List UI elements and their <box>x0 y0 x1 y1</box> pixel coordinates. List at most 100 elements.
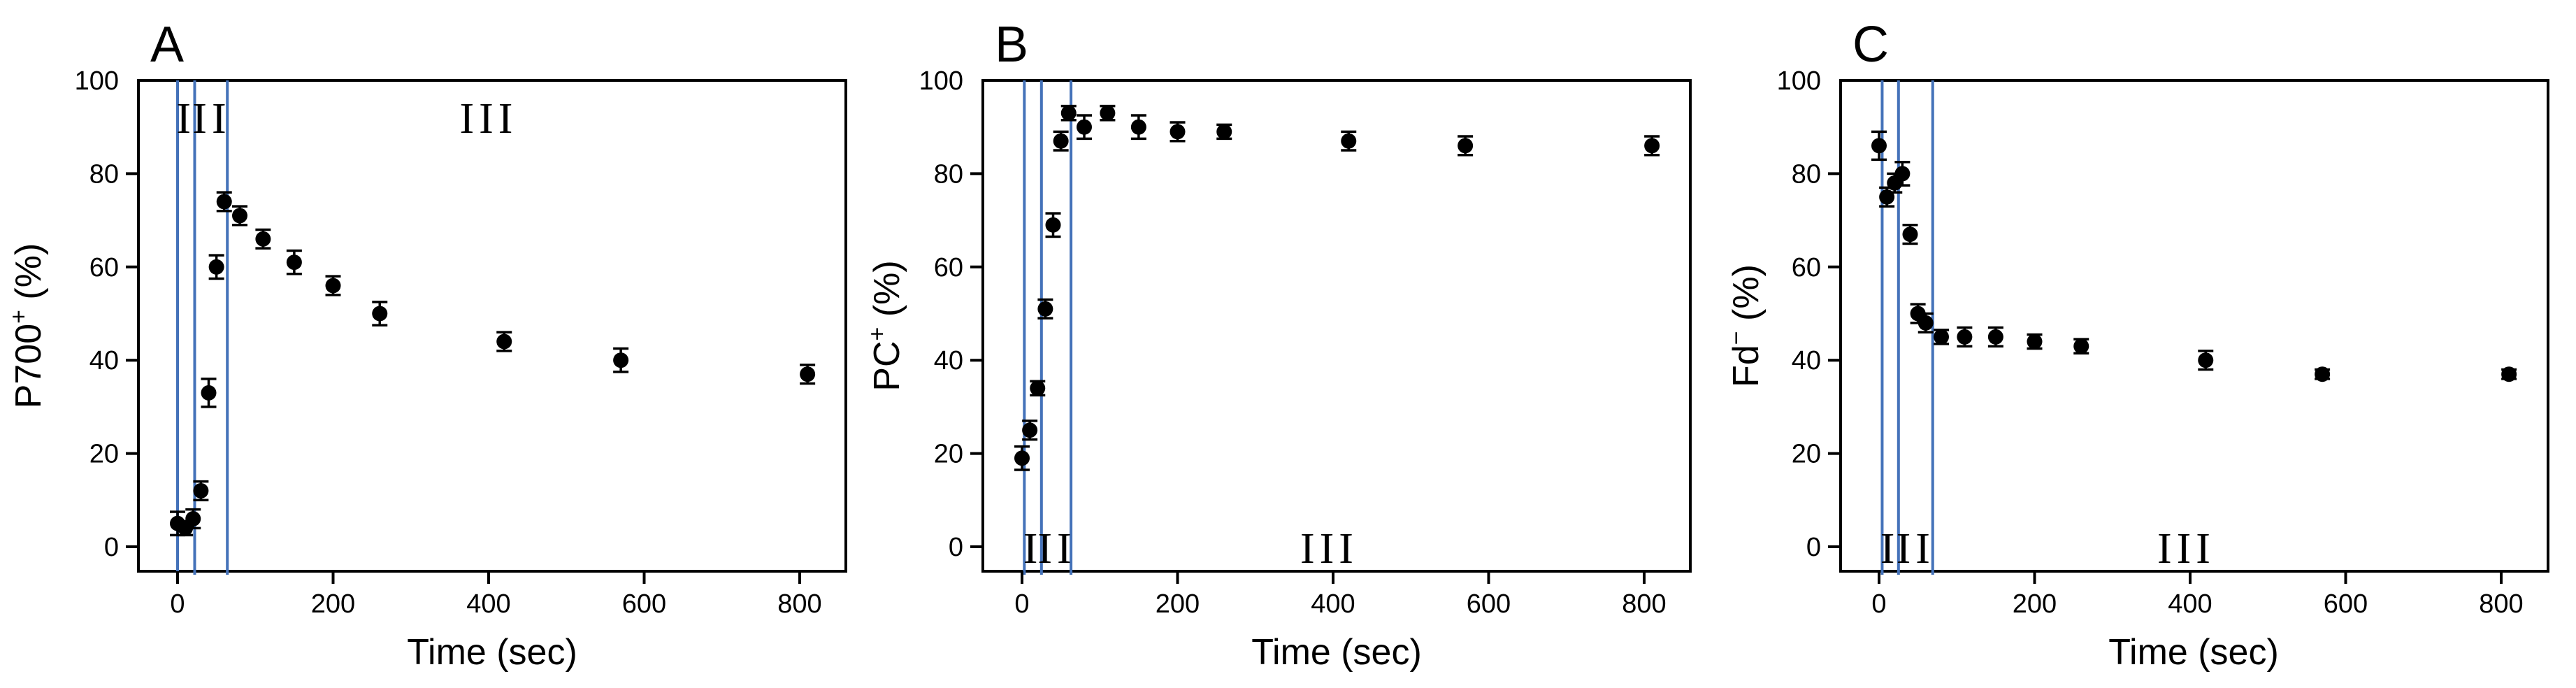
panel-c-plot: C 0 20 40 60 80 100 0 200 400 600 800 Time (sec) Fd− … <box>1723 17 2549 673</box>
marker-dot <box>2197 352 2213 368</box>
phase-label-i: I <box>176 95 196 143</box>
marker-dot <box>1053 133 1069 149</box>
data-point <box>1170 121 1186 143</box>
x-tick-label: 400 <box>466 589 510 619</box>
data-point <box>1037 298 1053 320</box>
data-point <box>1458 135 1474 157</box>
data-point <box>1014 445 1030 471</box>
data-point <box>201 378 217 408</box>
x-tick-label: 600 <box>622 589 666 619</box>
y-axis-title: PC+ (%) <box>864 260 907 391</box>
x-tick-label: 400 <box>2168 589 2212 619</box>
data-point <box>1987 326 2003 347</box>
y-tick-label: 100 <box>1776 66 1820 96</box>
data-point <box>1933 329 1949 345</box>
marker-dot <box>1902 227 1918 243</box>
x-axis-title: Time (sec) <box>407 632 577 673</box>
phase-label-ii: II <box>192 95 231 143</box>
data-point <box>1902 224 1918 245</box>
marker-dot <box>372 306 388 322</box>
x-tick-label: 0 <box>170 589 185 619</box>
y-tick-label: 100 <box>75 66 119 96</box>
x-tick-label: 0 <box>1015 589 1030 619</box>
data-point <box>216 191 232 213</box>
x-tick-label: 600 <box>1467 589 1511 619</box>
data-point <box>2073 338 2089 354</box>
marker-dot <box>185 510 201 526</box>
x-tick-label: 200 <box>2012 589 2056 619</box>
marker-dot <box>2314 366 2330 382</box>
marker-dot <box>1037 301 1053 317</box>
data-point <box>1022 420 1038 441</box>
y-tick-label: 0 <box>1806 533 1821 562</box>
marker-dot <box>1100 105 1116 121</box>
data-point <box>1061 104 1077 122</box>
marker-dot <box>325 278 341 294</box>
marker-dot <box>1917 315 1934 331</box>
data-point <box>255 228 271 250</box>
data-point <box>613 347 629 373</box>
y-tick-label: 20 <box>89 440 119 469</box>
y-tick-label: 80 <box>934 159 963 189</box>
data-point <box>2197 350 2213 371</box>
panel-c: C 0 20 40 60 80 100 0 200 400 600 800 Time (sec) Fd− … <box>1718 0 2576 688</box>
data-point <box>185 508 201 530</box>
data-point <box>1131 114 1147 141</box>
marker-dot <box>216 194 232 210</box>
x-tick-label: 600 <box>2323 589 2367 619</box>
data-point <box>231 205 247 227</box>
marker-dot <box>1933 329 1949 345</box>
data-point <box>800 364 816 385</box>
data-point <box>193 480 209 502</box>
y-tick-label: 40 <box>934 346 963 375</box>
data-point <box>372 301 388 327</box>
marker-dot <box>1957 329 1973 345</box>
marker-dot <box>208 259 224 275</box>
marker-dot <box>2073 338 2089 354</box>
phase-label-i: I <box>1023 525 1043 573</box>
y-tick-label: 40 <box>89 346 119 375</box>
data-point <box>2501 366 2517 382</box>
marker-dot <box>1216 124 1232 140</box>
data-point <box>1216 123 1232 141</box>
phase-label-iii: III <box>460 95 518 143</box>
panel-a-plot: A 0 20 40 60 80 100 0 200 400 600 800 Time (sec) P700… <box>6 17 847 673</box>
x-axis-title: Time (sec) <box>1252 632 1423 673</box>
x-axis-title: Time (sec) <box>2108 632 2279 673</box>
phase-label-i: I <box>1880 525 1899 573</box>
data-point <box>2027 333 2043 350</box>
data-point <box>2314 366 2330 382</box>
panel-b-plot: B 0 20 40 60 80 100 0 200 400 600 800 Time (sec) PC+ … <box>864 17 1692 673</box>
marker-dot <box>1131 119 1147 135</box>
phase-label-iii: III <box>1300 525 1358 573</box>
marker-dot <box>1987 329 2003 345</box>
plot-frame <box>136 79 847 573</box>
marker-dot <box>1030 380 1046 396</box>
y-axis-title: Fd− (%) <box>1723 264 1766 387</box>
marker-dot <box>496 334 512 350</box>
phase-label-ii: II <box>1896 525 1934 573</box>
marker-dot <box>1170 124 1186 140</box>
y-tick-label: 80 <box>1791 159 1820 189</box>
marker-dot <box>2027 334 2043 350</box>
marker-dot <box>2501 366 2517 382</box>
y-tick-label: 20 <box>934 440 963 469</box>
data-point <box>208 254 224 280</box>
y-tick-label: 60 <box>1791 253 1820 282</box>
marker-dot <box>201 385 217 401</box>
x-tick-label: 800 <box>1622 589 1667 619</box>
y-tick-label: 20 <box>1791 440 1820 469</box>
x-tick-label: 200 <box>311 589 355 619</box>
marker-dot <box>1045 217 1061 233</box>
marker-dot <box>613 352 629 368</box>
data-point <box>1917 312 1934 334</box>
data-point <box>1053 130 1069 152</box>
marker-dot <box>1014 450 1030 466</box>
plot-frame <box>1839 79 2549 573</box>
phase-label-ii: II <box>1038 525 1077 573</box>
y-tick-label: 0 <box>949 533 963 562</box>
marker-dot <box>800 366 816 382</box>
y-tick-label: 80 <box>89 159 119 189</box>
x-tick-label: 0 <box>1871 589 1886 619</box>
marker-dot <box>286 255 302 271</box>
